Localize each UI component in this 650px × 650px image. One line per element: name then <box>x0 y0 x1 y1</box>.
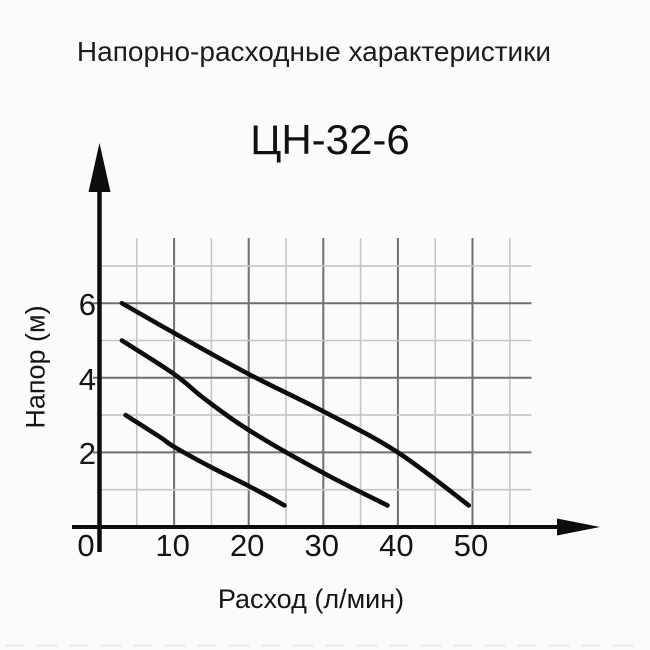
curve-middle-path <box>119 338 390 508</box>
x-tick-label-30: 30 <box>304 528 340 563</box>
chart-title: ЦН-32-6 <box>250 116 410 163</box>
x-tick-label-10: 10 <box>155 528 190 563</box>
figure-heading: Напорно-расходные характеристики <box>76 36 552 67</box>
cropped-text-artifact <box>6 644 644 647</box>
x-axis-label: Расход (л/мин) <box>217 584 405 614</box>
x-tick-label-20: 20 <box>229 528 265 563</box>
x-tick-label-50: 50 <box>453 528 489 563</box>
curve-lower-path <box>123 412 287 508</box>
curve-upper-path <box>119 300 472 508</box>
y-axis-arrow-icon <box>88 143 111 192</box>
x-tick-label-0: 0 <box>77 528 95 563</box>
y-tick-label-4: 4 <box>78 361 96 397</box>
y-tick-label-2: 2 <box>78 436 96 472</box>
x-tick-label-40: 40 <box>379 528 414 563</box>
x-axis-arrow-icon <box>557 518 600 536</box>
y-tick-label-6: 6 <box>78 287 96 323</box>
